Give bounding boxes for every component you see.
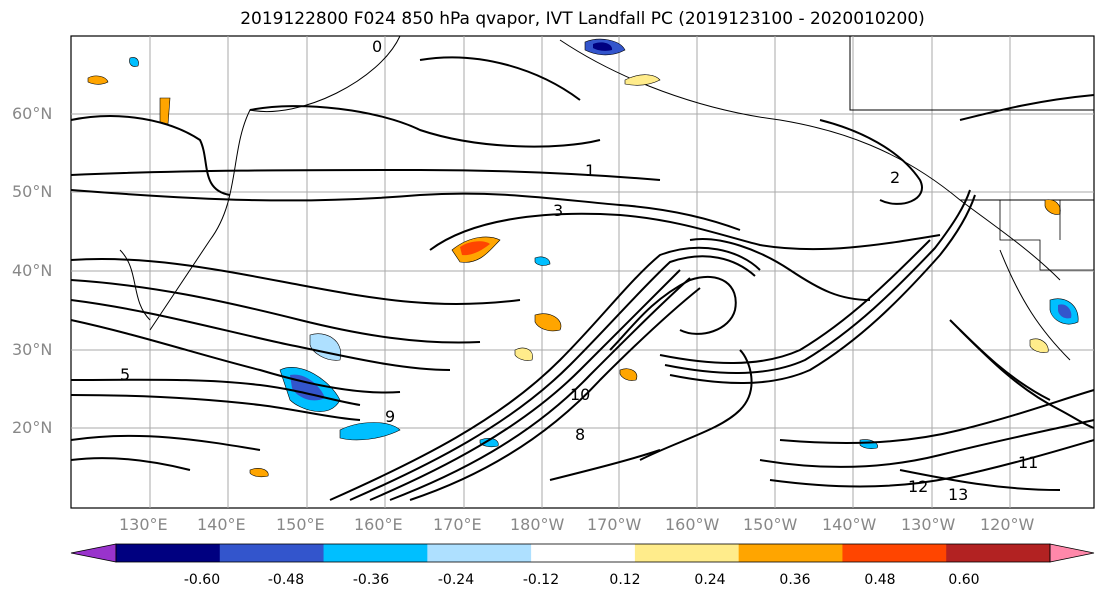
colorbar-tick-label: -0.48 (267, 572, 305, 588)
contour-label: 13 (948, 485, 968, 504)
lon-label: 170°W (587, 515, 642, 534)
contour-label: 10 (570, 385, 590, 404)
colorbar-tick-label: -0.60 (183, 572, 221, 588)
lon-label: 170°E (433, 515, 482, 534)
contour-labels: 0 1 2 3 5 8 9 10 11 12 13 (120, 37, 1038, 504)
colorbar-segment (116, 544, 221, 562)
colorbar-segment (842, 544, 947, 562)
lon-label: 150°W (743, 515, 798, 534)
contour-label: 12 (908, 477, 928, 496)
lon-label: 160°E (354, 515, 403, 534)
lon-label: 150°E (276, 515, 325, 534)
colorbar-tick-label: 0.24 (694, 572, 726, 588)
graticule (71, 36, 1094, 508)
ivt-contours (70, 56, 1095, 501)
contour-label: 11 (1018, 453, 1038, 472)
colorbar-tick-label: 0.48 (864, 572, 896, 588)
contour-label: 8 (575, 425, 585, 444)
lat-label-40n: 40°N (12, 261, 53, 280)
colorbar-tick-label: -0.36 (352, 572, 390, 588)
colorbar-extend-min (70, 543, 117, 563)
colorbar (70, 543, 1095, 563)
colorbar-segment (219, 544, 325, 562)
lon-label: 140°W (822, 515, 877, 534)
lat-label-30n: 30°N (12, 340, 53, 359)
lon-label: 130°W (901, 515, 956, 534)
colorbar-tick-label: 0.12 (609, 572, 641, 588)
colorbar-frame (115, 543, 1051, 563)
contour-label: 9 (385, 407, 395, 426)
contour-label: 2 (890, 168, 900, 187)
colorbar-segment (946, 544, 1051, 562)
colorbar-segment (323, 544, 428, 562)
political-boundaries (999, 200, 1094, 271)
contour-label: 3 (553, 201, 563, 220)
lat-label-20n: 20°N (12, 418, 53, 437)
colorbar-segment (738, 544, 843, 562)
contour-label: 1 (585, 161, 595, 180)
coastlines (119, 35, 1094, 361)
colorbar-segment (531, 544, 636, 562)
colorbar-tick-label: -0.12 (522, 572, 560, 588)
colorbar-tick-label: 0.36 (779, 572, 811, 588)
colorbar-segment (634, 544, 740, 562)
lat-label-50n: 50°N (12, 182, 53, 201)
lon-label: 120°W (980, 515, 1035, 534)
colorbar-extend-max (1049, 543, 1095, 563)
lon-label: 140°E (197, 515, 246, 534)
lon-label: 130°E (119, 515, 168, 534)
map-panel: 0 1 2 3 5 8 9 10 11 12 13 (70, 35, 1095, 509)
lat-label-60n: 60°N (12, 104, 53, 123)
colorbar-tick-label: 0.60 (948, 572, 980, 588)
contour-label: 5 (120, 365, 130, 384)
colorbar-tick-label: -0.24 (437, 572, 475, 588)
lon-label: 160°W (665, 515, 720, 534)
colorbar-segment (427, 544, 532, 562)
lon-label: 180°W (510, 515, 565, 534)
map-title: 2019122800 F024 850 hPa qvapor, IVT Land… (240, 9, 925, 29)
contour-label: 0 (372, 37, 382, 56)
